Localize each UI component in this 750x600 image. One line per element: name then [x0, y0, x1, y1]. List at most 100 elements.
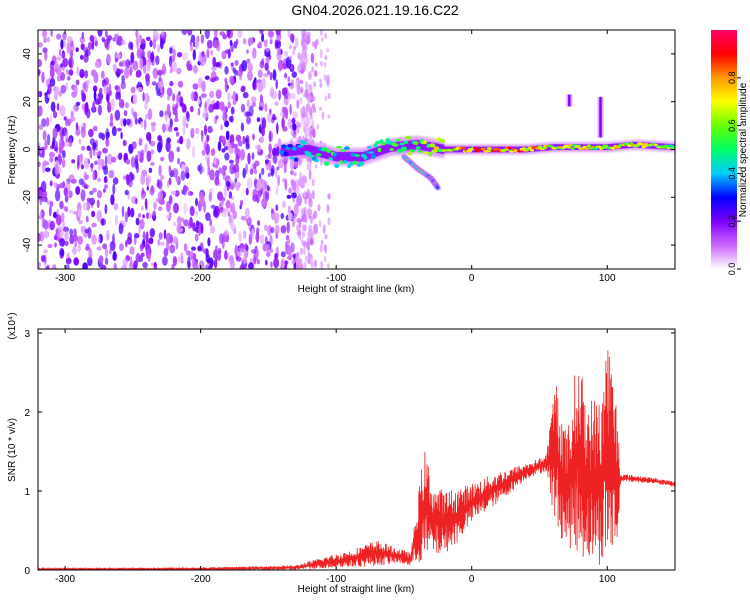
noise-blob	[309, 107, 313, 117]
noise-blob	[85, 80, 91, 85]
noise-blob	[110, 194, 115, 206]
noise-blob	[172, 49, 177, 58]
noise-blob	[121, 39, 126, 45]
noise-blob	[53, 235, 58, 240]
noise-blob	[86, 145, 91, 151]
noise-blob	[56, 103, 60, 111]
noise-blob	[134, 154, 139, 165]
colorbar-axis: 0.0 0.2 0.4 0.6 0.8	[727, 72, 741, 275]
noise-blob	[98, 87, 103, 95]
noise-blob	[103, 176, 108, 183]
noise-blob	[68, 174, 75, 182]
noise-blob	[256, 117, 261, 123]
noise-blob	[324, 55, 328, 61]
noise-blob	[291, 71, 297, 78]
noise-blob	[198, 227, 201, 237]
signal-core	[417, 150, 424, 153]
noise-blob	[246, 58, 251, 64]
noise-blob	[105, 138, 110, 147]
noise-blob	[261, 117, 267, 130]
noise-blob	[120, 81, 126, 90]
noise-blob	[206, 157, 210, 168]
signal-core	[666, 146, 671, 150]
noise-blob	[304, 178, 308, 184]
noise-blob	[197, 77, 203, 89]
noise-blob	[62, 57, 69, 68]
noise-blob	[309, 237, 314, 246]
signal-core	[377, 147, 382, 153]
noise-blob	[142, 214, 145, 219]
noise-blob	[246, 116, 251, 125]
noise-blob	[209, 218, 213, 227]
noise-blob	[267, 30, 274, 38]
noise-blob	[225, 130, 230, 141]
noise-blob	[253, 163, 257, 170]
noise-blob	[323, 255, 327, 263]
noise-blob	[300, 237, 304, 243]
noise-blob	[311, 189, 315, 200]
noise-blob	[42, 30, 47, 38]
noise-blob	[217, 140, 222, 152]
noise-blob	[157, 44, 161, 53]
noise-blob	[118, 223, 124, 235]
noise-blob	[320, 260, 324, 269]
noise-blob	[235, 93, 239, 102]
noise-blob	[105, 94, 109, 102]
noise-blob	[158, 232, 163, 240]
noise-blob	[287, 30, 291, 38]
noise-blob	[240, 85, 246, 93]
noise-blob	[324, 95, 328, 102]
noise-blob	[224, 184, 228, 197]
noise-blob	[192, 222, 196, 232]
noise-blob	[120, 131, 123, 140]
noise-blob	[84, 101, 89, 113]
noise-blob	[248, 233, 253, 245]
noise-blob	[190, 127, 195, 139]
noise-blob	[71, 159, 76, 164]
noise-blob	[93, 70, 97, 78]
noise-blob	[158, 76, 162, 82]
noise-blob	[158, 69, 165, 75]
signal-core	[350, 152, 356, 157]
snr-panel: -300 -200 -100 0 100 0 1 2 3 Height of straight…	[7, 312, 676, 595]
noise-blob	[270, 165, 275, 175]
noise-blob	[44, 50, 48, 61]
signal-core	[429, 143, 436, 148]
noise-blob	[291, 192, 297, 199]
noise-blob	[45, 167, 51, 172]
noise-blob	[282, 200, 286, 209]
x-tick-label: 0	[469, 273, 475, 284]
noise-blob	[177, 228, 184, 233]
signal-core	[413, 141, 419, 146]
noise-blob	[303, 30, 307, 38]
noise-blob	[199, 194, 205, 207]
noise-blob	[112, 251, 117, 261]
signal-core	[423, 151, 429, 155]
noise-blob	[79, 73, 84, 78]
noise-blob	[132, 93, 138, 105]
noise-blob	[172, 168, 179, 178]
noise-blob	[135, 217, 140, 226]
noise-blob	[218, 101, 225, 111]
noise-blob	[284, 178, 288, 191]
noise-blob	[215, 89, 222, 99]
noise-blob	[255, 79, 259, 84]
noise-blob	[157, 206, 163, 212]
noise-blob	[323, 74, 327, 81]
noise-blob	[70, 110, 74, 119]
snr-x-axis: -300 -200 -100 0 100	[55, 329, 616, 585]
noise-blob	[306, 31, 311, 38]
noise-blob	[225, 181, 231, 188]
signal-core	[344, 146, 350, 150]
noise-blob	[293, 172, 297, 177]
noise-blob	[280, 213, 285, 219]
noise-blob	[284, 72, 288, 79]
noise-blob	[43, 249, 48, 254]
noise-blob	[168, 177, 172, 186]
signal-core	[287, 144, 293, 148]
noise-blob	[78, 154, 83, 166]
noise-blob	[73, 228, 77, 237]
signal-core	[566, 146, 571, 149]
noise-blob	[199, 163, 203, 175]
